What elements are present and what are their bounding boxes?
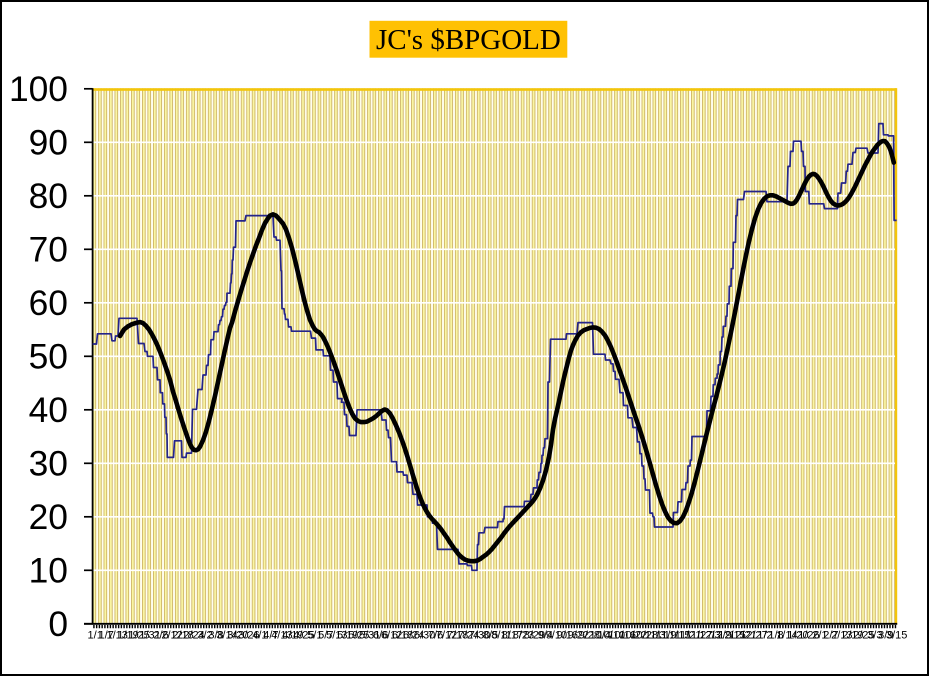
svg-text:90: 90 [29,123,68,163]
svg-text:1/26: 1/26 [798,630,819,642]
svg-text:5/1: 5/1 [307,630,322,642]
svg-text:2/25: 2/25 [853,630,874,642]
svg-text:10/4: 10/4 [590,630,611,642]
svg-text:12/21: 12/21 [729,630,757,642]
svg-text:8/5: 8/5 [483,630,498,642]
svg-text:1/1: 1/1 [88,630,103,642]
svg-text:12/15: 12/15 [718,630,746,642]
svg-text:11/15: 11/15 [664,630,691,642]
svg-text:11/21: 11/21 [675,630,702,642]
svg-text:8/11: 8/11 [491,630,512,642]
svg-text:5/19: 5/19 [337,630,358,642]
svg-text:4/13: 4/13 [271,630,292,642]
svg-text:10/16: 10/16 [608,630,636,642]
svg-text:80: 80 [29,176,68,216]
svg-text:7/24: 7/24 [458,630,479,642]
svg-text:11/3: 11/3 [645,630,666,642]
svg-text:5/31: 5/31 [359,630,380,642]
svg-text:12/3: 12/3 [699,630,720,642]
svg-text:10/22: 10/22 [619,630,647,642]
svg-text:12/9: 12/9 [710,630,731,642]
svg-text:4/1: 4/1 [252,630,267,642]
svg-text:11/27: 11/27 [686,630,713,642]
svg-text:9/10: 9/10 [546,630,567,642]
svg-text:3/26: 3/26 [238,630,259,642]
svg-text:3/14: 3/14 [216,630,237,642]
svg-text:3/20: 3/20 [227,630,248,642]
svg-text:60: 60 [29,283,68,323]
svg-text:2/18: 2/18 [172,630,193,642]
svg-text:4/25: 4/25 [293,630,314,642]
svg-text:3/15: 3/15 [886,630,907,642]
svg-text:1/8: 1/8 [768,630,783,642]
svg-text:6/6: 6/6 [373,630,388,642]
svg-text:20: 20 [29,497,68,537]
svg-text:3/2: 3/2 [197,630,212,642]
svg-text:9/22: 9/22 [568,630,589,642]
svg-text:4/7: 4/7 [263,630,278,642]
svg-text:2/19: 2/19 [842,630,863,642]
svg-text:7/6: 7/6 [428,630,443,642]
svg-text:5/7: 5/7 [318,630,333,642]
svg-text:70: 70 [29,230,68,270]
svg-text:1/13: 1/13 [106,630,127,642]
svg-text:6/30: 6/30 [414,630,435,642]
svg-text:7/12: 7/12 [436,630,457,642]
svg-text:3/8: 3/8 [208,630,223,642]
svg-text:40: 40 [29,390,68,430]
svg-text:2/1: 2/1 [812,630,827,642]
svg-text:10/28: 10/28 [630,630,658,642]
svg-text:1/14: 1/14 [776,630,797,642]
svg-text:9/28: 9/28 [579,630,600,642]
svg-text:5/13: 5/13 [326,630,347,642]
svg-text:1/7: 1/7 [99,630,114,642]
svg-text:6/24: 6/24 [403,630,424,642]
svg-text:1/25: 1/25 [128,630,149,642]
svg-text:6/18: 6/18 [392,630,413,642]
svg-text:8/29: 8/29 [524,630,545,642]
svg-text:6/12: 6/12 [381,630,402,642]
svg-text:100: 100 [9,69,68,109]
svg-text:7/18: 7/18 [447,630,468,642]
svg-text:1/31: 1/31 [139,630,160,642]
svg-text:2/12: 2/12 [161,630,182,642]
svg-text:1/19: 1/19 [117,630,138,642]
svg-text:8/23: 8/23 [513,630,534,642]
svg-text:10: 10 [29,551,68,591]
svg-text:1/2: 1/2 [757,630,772,642]
svg-text:30: 30 [29,444,68,484]
svg-text:50: 50 [29,337,68,377]
svg-text:12/27: 12/27 [740,630,768,642]
svg-text:3/3: 3/3 [867,630,882,642]
svg-text:4/19: 4/19 [282,630,303,642]
svg-text:9/16: 9/16 [557,630,578,642]
svg-text:2/6: 2/6 [153,630,168,642]
svg-text:JC's $BPGOLD: JC's $BPGOLD [376,24,561,56]
svg-text:0: 0 [48,604,68,644]
svg-text:2/13: 2/13 [831,630,852,642]
svg-text:9/4: 9/4 [538,630,553,642]
svg-text:5/25: 5/25 [348,630,369,642]
svg-text:11/9: 11/9 [656,630,677,642]
svg-text:10/10: 10/10 [598,630,626,642]
svg-text:2/24: 2/24 [183,630,204,642]
svg-text:8/17: 8/17 [502,630,523,642]
svg-text:7/30: 7/30 [469,630,490,642]
svg-text:2/7: 2/7 [823,630,838,642]
svg-text:3/9: 3/9 [878,630,893,642]
svg-text:1/20: 1/20 [787,630,808,642]
